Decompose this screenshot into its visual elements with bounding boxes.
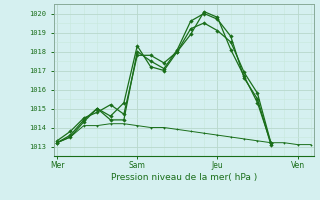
X-axis label: Pression niveau de la mer( hPa ): Pression niveau de la mer( hPa ): [111, 173, 257, 182]
